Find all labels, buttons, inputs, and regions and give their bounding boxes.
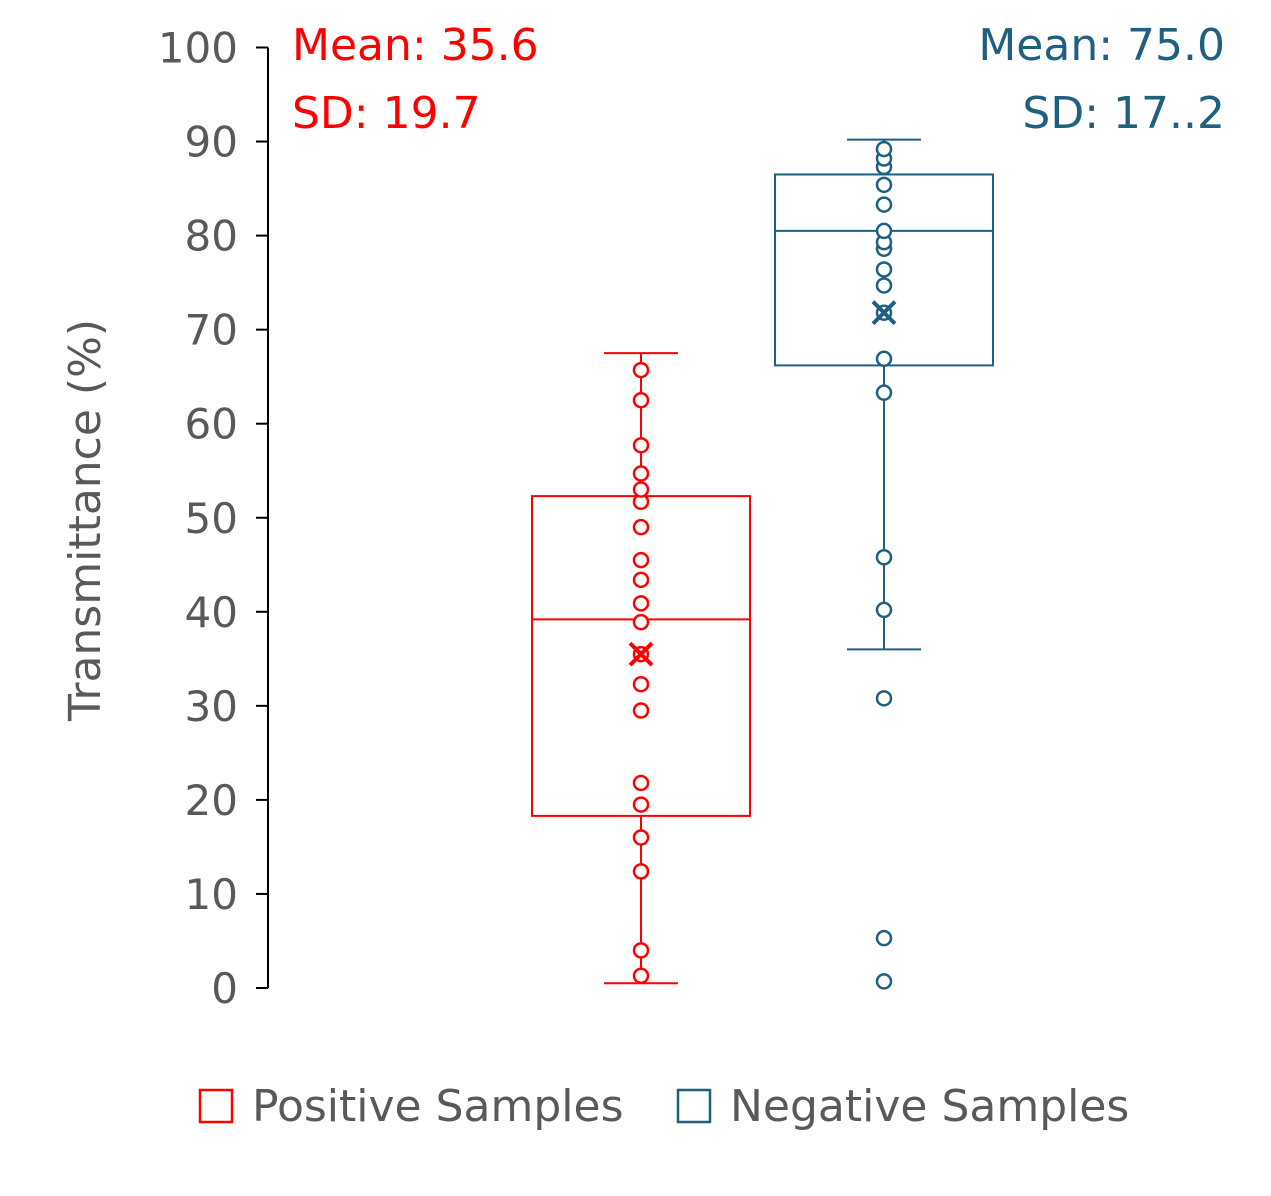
- data-point: [632, 361, 650, 379]
- y-tick-label: 20: [185, 776, 238, 825]
- data-point: [875, 350, 893, 368]
- mean-marker: [871, 300, 897, 326]
- y-tick-label: 90: [185, 118, 238, 167]
- annotations: Mean: 35.6 SD: 19.7 Mean: 75.0 SD: 17..2: [292, 20, 1225, 139]
- mean-marker: [628, 641, 654, 667]
- data-point: [632, 774, 650, 792]
- y-axis: 0 10 20 30 40 50 60 70 80 90 100: [158, 24, 269, 1013]
- y-tick-label: 80: [185, 212, 238, 261]
- data-point: [632, 863, 650, 880]
- y-tick-label: 10: [185, 870, 238, 919]
- legend-label: Negative Samples: [730, 1081, 1129, 1132]
- data-point: [875, 929, 893, 947]
- y-tick-label: 70: [185, 306, 238, 355]
- y-tick-label: 100: [158, 24, 238, 73]
- box-positive-samples: [531, 352, 751, 985]
- box-negative-samples: [774, 138, 994, 990]
- plot-area: [531, 138, 994, 990]
- data-point: [875, 196, 893, 213]
- data-point: [875, 222, 893, 240]
- y-tick-label: 40: [185, 588, 238, 637]
- y-tick-label: 50: [185, 494, 238, 543]
- data-point: [632, 551, 650, 569]
- legend-swatch: [198, 1088, 234, 1124]
- data-point: [632, 465, 650, 482]
- legend: Positive Samples Negative Samples: [198, 1081, 1129, 1132]
- data-point: [632, 437, 650, 454]
- y-axis-label: Transmittance (%): [60, 319, 111, 722]
- y-tick-label: 30: [185, 682, 238, 731]
- data-point: [632, 829, 650, 846]
- mean-marker-stroke: [871, 300, 897, 326]
- data-point: [875, 973, 893, 990]
- y-tick-label: 0: [211, 964, 238, 1013]
- data-point: [875, 549, 893, 566]
- legend-item: Negative Samples: [676, 1081, 1129, 1132]
- data-point: [875, 140, 893, 158]
- data-point: [632, 481, 650, 498]
- data-point: [632, 571, 650, 589]
- sd-annotation: SD: 17..2: [1022, 88, 1225, 139]
- sd-annotation: SD: 19.7: [292, 88, 481, 139]
- data-point: [632, 675, 650, 693]
- data-point: [632, 595, 650, 612]
- data-point: [875, 690, 893, 707]
- legend-swatch: [676, 1088, 712, 1124]
- y-tick-label: 60: [185, 400, 238, 449]
- data-point: [875, 261, 893, 278]
- data-point: [632, 518, 650, 536]
- data-point: [632, 942, 650, 959]
- data-point: [875, 384, 893, 401]
- legend-label: Positive Samples: [252, 1081, 624, 1132]
- data-point: [632, 391, 650, 409]
- mean-annotation: Mean: 35.6: [292, 20, 539, 71]
- data-point: [632, 967, 650, 985]
- mean-marker-stroke: [628, 641, 654, 667]
- data-point: [875, 601, 893, 619]
- data-point: [632, 613, 650, 631]
- data-point: [632, 796, 650, 813]
- data-point: [875, 277, 893, 294]
- legend-item: Positive Samples: [198, 1081, 624, 1132]
- data-point: [875, 176, 893, 194]
- data-point: [632, 702, 650, 719]
- mean-annotation: Mean: 75.0: [978, 20, 1225, 71]
